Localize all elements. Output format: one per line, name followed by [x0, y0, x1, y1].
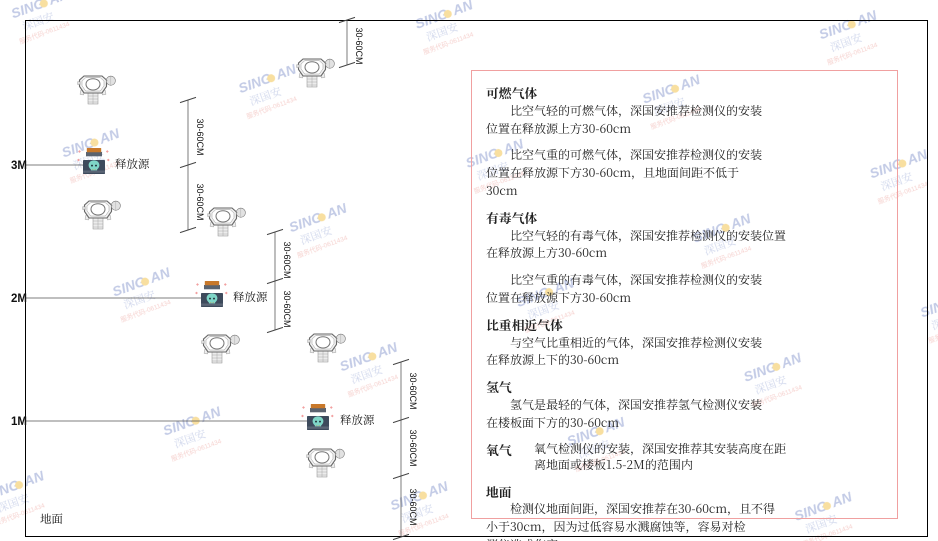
- svg-text:3M: 3M: [11, 160, 27, 172]
- svg-text:30-60CM: 30-60CM: [408, 488, 418, 525]
- svg-text:30-60CM: 30-60CM: [354, 27, 364, 64]
- svg-text:30-60CM: 30-60CM: [282, 290, 292, 327]
- svg-text:释放源: 释放源: [340, 412, 375, 428]
- svg-text:释放源: 释放源: [115, 156, 150, 172]
- svg-text:30-60CM: 30-60CM: [408, 429, 418, 466]
- svg-text:2M: 2M: [11, 293, 27, 305]
- svg-text:1M: 1M: [11, 416, 27, 428]
- svg-text:地面: 地面: [40, 511, 63, 527]
- svg-text:30-60CM: 30-60CM: [408, 372, 418, 409]
- svg-text:30-60CM: 30-60CM: [195, 183, 205, 220]
- svg-text:30-60CM: 30-60CM: [195, 118, 205, 155]
- svg-text:30-60CM: 30-60CM: [282, 241, 292, 278]
- svg-text:释放源: 释放源: [233, 289, 268, 305]
